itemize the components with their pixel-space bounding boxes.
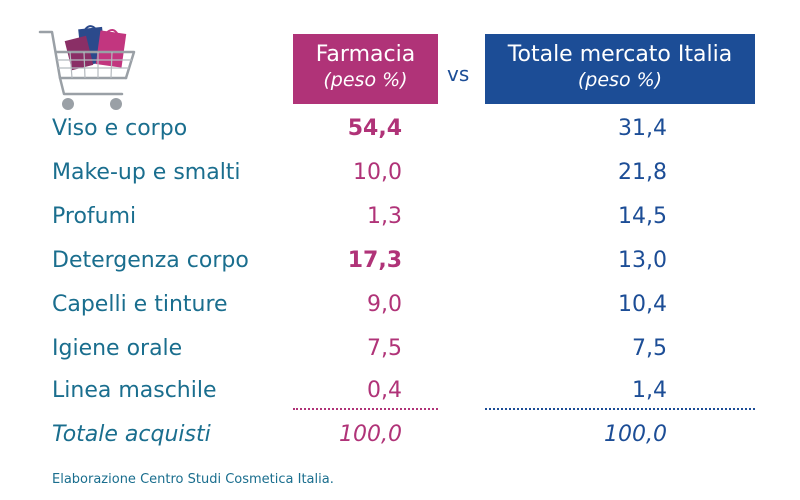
category-label: Detergenza corpo [52, 248, 249, 273]
pharmacy-value: 7,5 [367, 336, 402, 361]
pharmacy-value: 1,3 [367, 204, 402, 229]
pharmacy-header-subtitle: (peso %) [323, 69, 408, 91]
source-note: Elaborazione Centro Studi Cosmetica Ital… [52, 472, 334, 487]
market-column-header: Totale mercato Italia (peso %) [485, 34, 755, 104]
category-label: Igiene orale [52, 336, 183, 361]
market-total-value: 100,0 [604, 422, 667, 447]
pharmacy-value: 17,3 [347, 248, 402, 273]
pharmacy-total-value: 100,0 [339, 422, 402, 447]
category-label: Make-up e smalti [52, 160, 241, 185]
market-value: 13,0 [618, 248, 667, 273]
pharmacy-value: 0,4 [367, 378, 402, 403]
table-row: Viso e corpo 54,4 31,4 [0, 114, 800, 144]
pharmacy-header-title: Farmacia [315, 42, 416, 67]
market-header-title: Totale mercato Italia [507, 42, 733, 67]
market-value: 1,4 [632, 378, 667, 403]
category-label: Capelli e tinture [52, 292, 228, 317]
total-row: Totale acquisti 100,0 100,0 [0, 420, 800, 450]
table-row: Igiene orale 7,5 7,5 [0, 334, 800, 364]
table-row: Make-up e smalti 10,0 21,8 [0, 158, 800, 188]
vs-label: vs [447, 62, 470, 86]
table-row: Profumi 1,3 14,5 [0, 202, 800, 232]
market-value: 10,4 [618, 292, 667, 317]
pharmacy-value: 10,0 [353, 160, 402, 185]
market-value: 7,5 [632, 336, 667, 361]
market-value: 31,4 [618, 116, 667, 141]
market-value: 14,5 [618, 204, 667, 229]
pharmacy-value: 54,4 [347, 116, 402, 141]
total-label: Totale acquisti [52, 422, 211, 447]
shopping-cart-icon [38, 25, 136, 110]
pharmacy-value: 9,0 [367, 292, 402, 317]
market-header-subtitle: (peso %) [577, 69, 663, 91]
table-row: Linea maschile 0,4 1,4 [0, 376, 800, 406]
pharmacy-total-divider [293, 408, 438, 410]
pharmacy-column-header: Farmacia (peso %) [293, 34, 438, 104]
category-label: Profumi [52, 204, 137, 229]
table-row: Capelli e tinture 9,0 10,4 [0, 290, 800, 320]
market-value: 21,8 [618, 160, 667, 185]
market-total-divider [485, 408, 755, 410]
table-row: Detergenza corpo 17,3 13,0 [0, 246, 800, 276]
category-label: Linea maschile [52, 378, 217, 403]
category-label: Viso e corpo [52, 116, 188, 141]
